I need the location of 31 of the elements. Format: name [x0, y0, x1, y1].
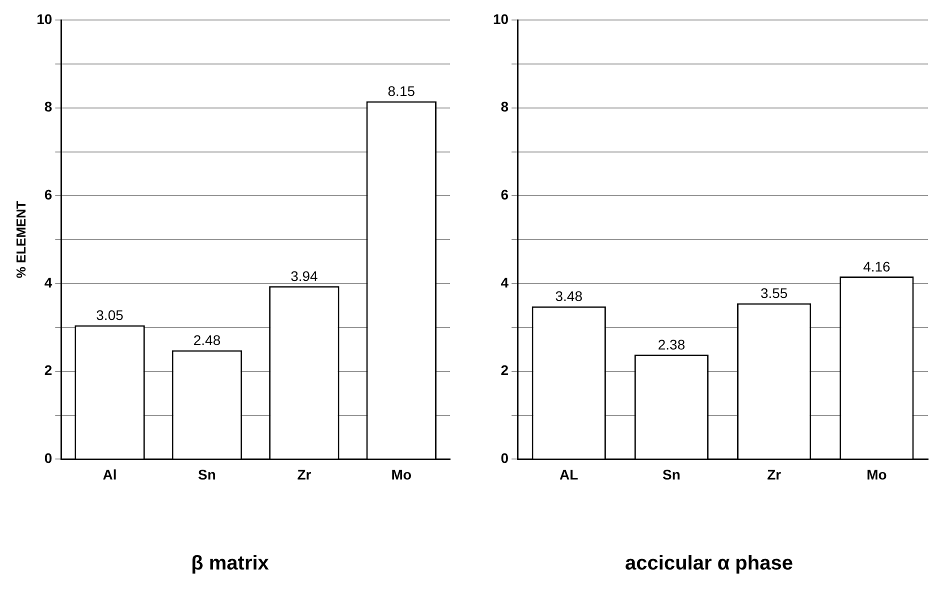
y-tick-label: 0: [500, 450, 509, 466]
data-label: 3.94: [290, 268, 318, 284]
x-tick-label: Mo: [391, 466, 412, 482]
data-label: 2.48: [193, 332, 221, 348]
x-tick-label: AL: [560, 466, 579, 482]
data-label: 3.05: [96, 307, 124, 324]
y-tick-label: 6: [500, 186, 509, 203]
y-tick-label: 4: [500, 274, 509, 290]
x-tick-label: Sn: [198, 466, 216, 482]
x-tick-label: Zr: [767, 466, 782, 482]
text: accicular α phase: [625, 552, 793, 575]
x-tick-label: Sn: [662, 466, 680, 482]
data-label: 3.48: [555, 288, 583, 304]
y-tick-label: 2: [500, 362, 509, 378]
y-axis-title: % ELEMENT: [13, 200, 28, 278]
data-label: 2.38: [658, 336, 686, 353]
data-label: 8.15: [388, 83, 416, 100]
y-tick-label: 6: [44, 186, 52, 203]
y-tick-label: 10: [492, 10, 509, 27]
y-tick-label: 0: [44, 450, 52, 466]
y-tick-label: 4: [44, 274, 52, 290]
x-tick-label: Al: [102, 466, 117, 482]
y-tick-label: 8: [44, 98, 52, 115]
x-tick-label: Mo: [866, 466, 887, 482]
x-tick-label: Zr: [297, 466, 312, 482]
y-tick-label: 10: [36, 10, 52, 27]
y-tick-label: 8: [500, 98, 509, 115]
y-tick-label: 2: [44, 362, 52, 378]
data-label: 4.16: [863, 258, 891, 274]
text: β matrix: [191, 552, 269, 575]
data-label: 3.55: [760, 285, 788, 302]
